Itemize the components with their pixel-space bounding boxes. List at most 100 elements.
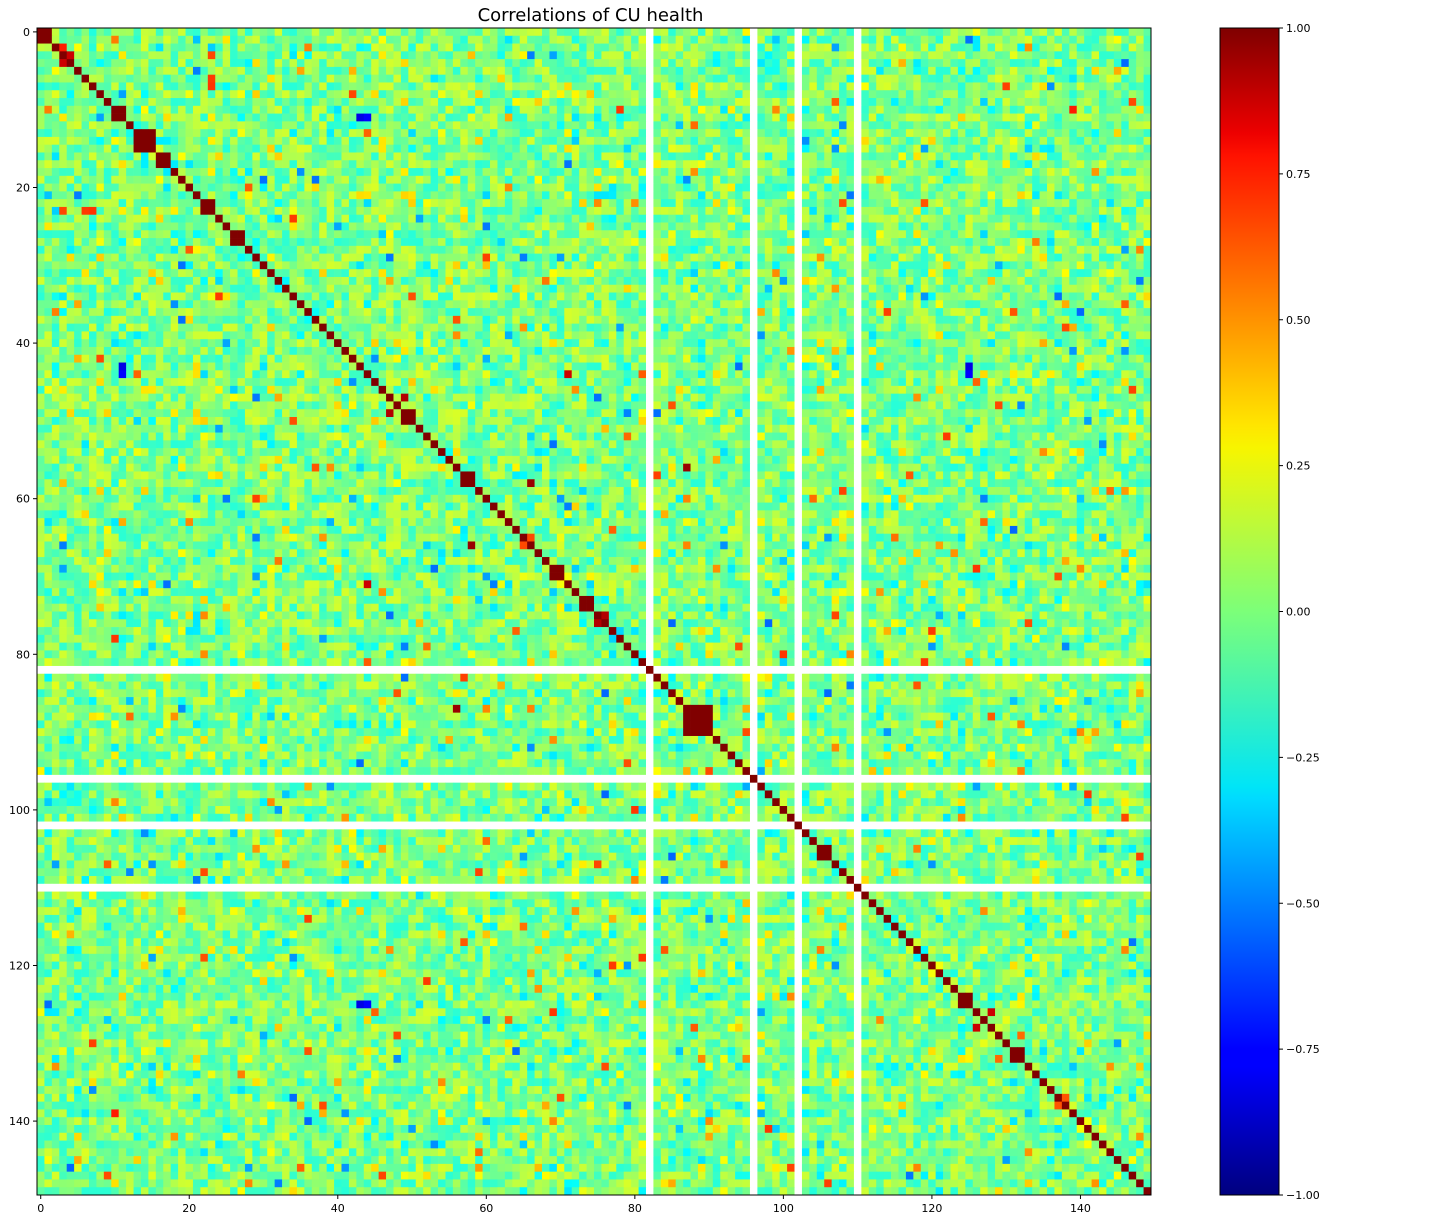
heatmap-cell [935,168,944,177]
heatmap-cell [928,199,936,208]
heatmap-cell [965,28,974,37]
heatmap-cell [972,66,981,76]
heatmap-cell [868,74,877,83]
heatmap-cell [482,245,491,254]
heatmap-cell [972,183,981,192]
heatmap-cell [371,230,379,239]
heatmap-cell [1143,35,1152,44]
heatmap-cell-nan [645,152,654,161]
heatmap-cell [200,214,209,223]
heatmap-cell [623,43,632,52]
heatmap-cell [675,43,684,52]
heatmap-cell [140,28,149,37]
heatmap-cell [1113,245,1122,254]
heatmap-cell [326,284,335,293]
heatmap-cell [408,121,417,130]
heatmap-cell [237,74,246,83]
heatmap-cell [571,261,580,270]
heatmap-cell [311,152,320,161]
heatmap-cell [1047,206,1055,216]
heatmap-cell [363,230,372,239]
heatmap-cell [66,276,75,286]
heatmap-cell [653,183,662,192]
heatmap-cell [995,43,1003,52]
heatmap-cell [230,129,238,138]
heatmap-cell [1002,43,1011,52]
heatmap-cell [683,222,691,231]
heatmap-cell [304,206,313,216]
heatmap-cell [356,276,365,286]
heatmap-cell [111,152,120,161]
heatmap-cell [638,214,647,223]
heatmap-cell [267,35,276,44]
heatmap-cell [876,66,884,76]
heatmap-cell [995,82,1003,91]
heatmap-cell [282,261,290,270]
heatmap-cell [616,253,625,262]
heatmap-cell [876,28,884,37]
heatmap-cell [230,121,238,130]
heatmap-cell [371,121,379,130]
heatmap-cell [712,230,721,239]
heatmap-cell [1076,168,1085,177]
heatmap-cell [207,144,216,153]
heatmap-cell [935,121,944,130]
heatmap-cell-nan [794,238,803,247]
heatmap-cell [282,168,290,177]
heatmap-cell [594,129,602,138]
heatmap-cell [289,183,298,192]
heatmap-cell [965,152,974,161]
heatmap-cell [594,105,602,114]
heatmap-cell [527,51,535,60]
heatmap-cell [764,144,773,153]
heatmap-cell [735,129,743,138]
heatmap-cell [720,214,729,223]
heatmap-cell [88,253,97,262]
heatmap-cell [720,98,729,107]
heatmap-cell [230,66,238,76]
heatmap-cell [103,206,112,216]
heatmap-cell [1009,74,1018,83]
heatmap-cell [1002,222,1011,231]
heatmap-cell [467,129,476,138]
heatmap-cell [415,121,424,130]
heatmap-cell [475,59,483,68]
heatmap-cell [378,230,387,239]
heatmap-cell [519,35,528,44]
heatmap-cell [96,276,105,286]
heatmap-cell [170,160,179,169]
heatmap-cell [831,199,840,208]
heatmap-cell [1069,222,1078,231]
heatmap-cell [222,66,231,76]
heatmap-cell [304,98,313,107]
heatmap-cell [846,261,855,270]
heatmap-cell [697,175,706,184]
heatmap-cell [608,206,617,216]
heatmap-cell [103,105,112,114]
heatmap-cell [467,269,476,278]
heatmap-cell [757,59,766,68]
heatmap-cell [1009,183,1018,192]
heatmap-cell [571,222,580,231]
heatmap-cell [920,222,929,231]
heatmap-cell [178,284,186,293]
heatmap-cell [215,245,224,254]
heatmap-cell [712,59,721,68]
heatmap-cell [1039,191,1048,200]
heatmap-cell [846,98,855,107]
heatmap-cell [222,121,231,130]
heatmap-cell [118,261,127,270]
heatmap-cell [950,105,959,114]
heatmap-cell [66,35,75,44]
heatmap-cell [1113,43,1122,52]
heatmap-cell [460,276,469,286]
heatmap-cell [274,261,283,270]
heatmap-cell [460,98,469,107]
heatmap-cell [133,284,142,293]
heatmap-cell [430,59,439,68]
heatmap-cell [1106,43,1115,52]
heatmap-cell [549,51,558,60]
heatmap-cell [326,222,335,231]
heatmap-cell [594,66,602,76]
heatmap-cell [215,43,224,52]
